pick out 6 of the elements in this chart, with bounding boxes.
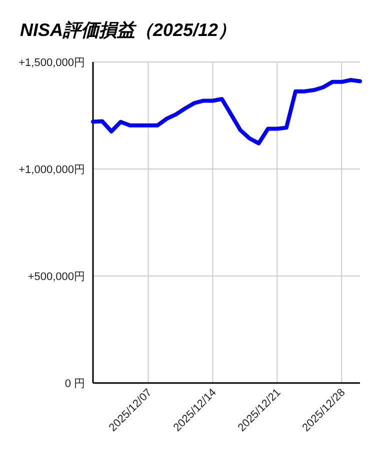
chart-title: NISA評価損益（2025/12） — [20, 20, 236, 40]
y-tick-label: 0 円 — [64, 378, 85, 390]
line-series — [91, 78, 362, 146]
y-tick-label: +1,000,000円 — [18, 164, 85, 176]
y-tick-label: +1,500,000円 — [18, 57, 85, 69]
y-tick-label: +500,000円 — [28, 271, 85, 283]
